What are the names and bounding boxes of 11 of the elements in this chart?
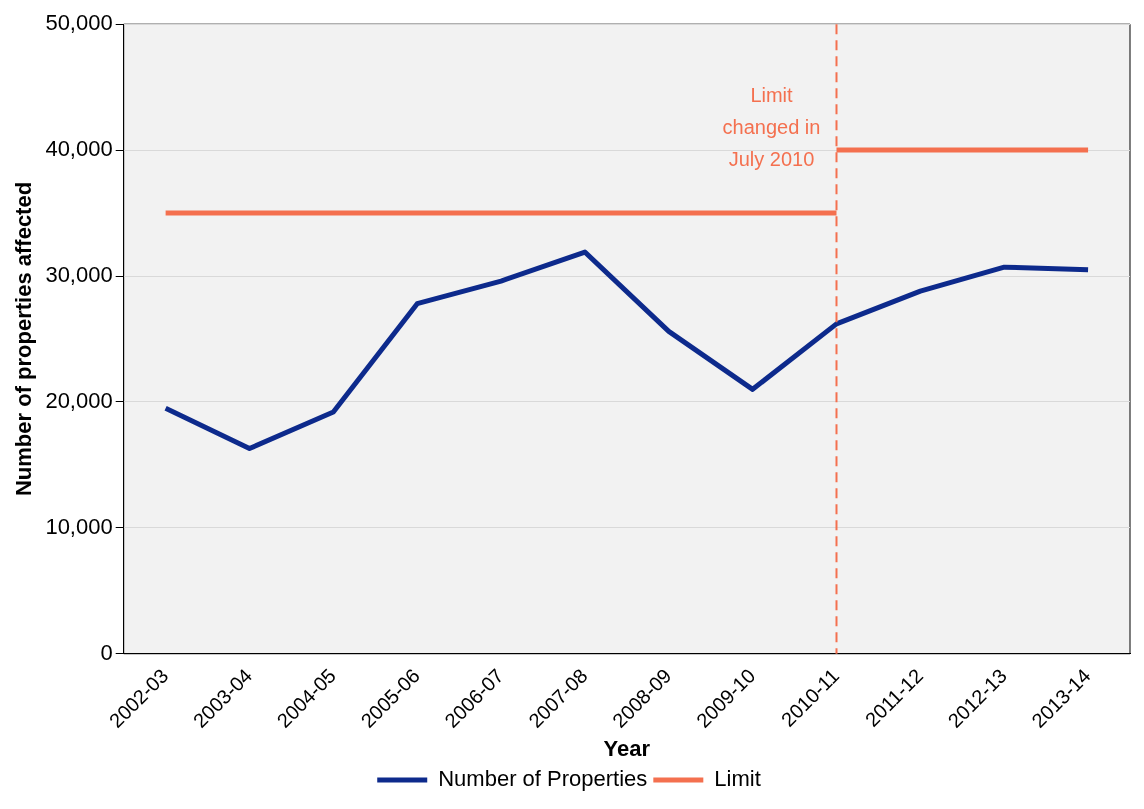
- y-axis-title: Number of properties affected: [11, 181, 37, 497]
- ref-line-label: Limit changed in July 2010: [722, 83, 821, 170]
- y-tick-label: 20,000: [45, 387, 113, 413]
- y-tick-label: 10,000: [45, 513, 113, 539]
- y-tick-label: 0: [100, 639, 113, 665]
- y-tick-label: 50,000: [45, 10, 113, 36]
- y-tick-label: 30,000: [45, 262, 113, 288]
- legend-label: Number of Properties: [438, 766, 648, 792]
- x-axis-title: Year: [603, 735, 651, 761]
- legend-label: Limit: [714, 766, 761, 792]
- y-tick-label: 40,000: [45, 136, 113, 162]
